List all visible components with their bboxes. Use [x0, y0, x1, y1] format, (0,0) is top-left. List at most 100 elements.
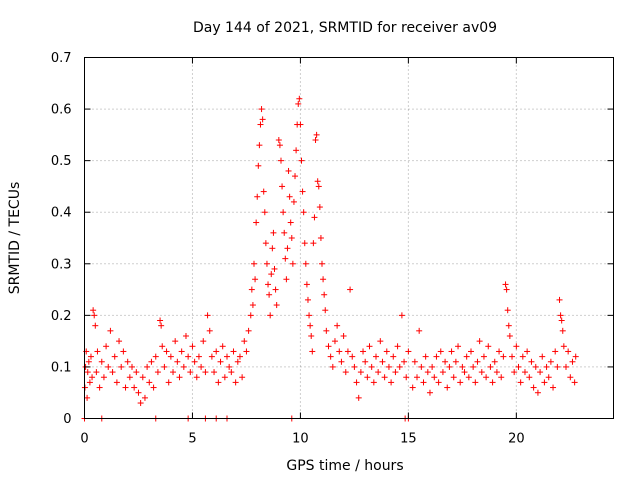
data-point: [569, 358, 576, 365]
data-point: [301, 240, 308, 247]
data-point: [131, 384, 138, 391]
data-point: [243, 348, 250, 355]
data-point: [557, 312, 564, 319]
data-point: [559, 327, 566, 334]
data-point: [312, 137, 319, 144]
data-point: [390, 353, 397, 360]
data-point: [158, 322, 165, 329]
data-point: [172, 338, 179, 345]
data-point: [258, 106, 265, 113]
data-point: [232, 379, 239, 386]
data-point: [228, 369, 235, 376]
data-point: [534, 389, 541, 396]
data-point: [111, 353, 118, 360]
data-point: [547, 358, 554, 365]
data-point: [321, 291, 328, 298]
data-point: [470, 363, 477, 370]
data-point: [461, 369, 468, 376]
data-point: [377, 338, 384, 345]
data-point: [267, 312, 274, 319]
data-point: [489, 379, 496, 386]
data-point: [180, 363, 187, 370]
data-point: [270, 229, 277, 236]
data-point: [163, 348, 170, 355]
data-point: [560, 343, 567, 350]
data-point: [530, 384, 537, 391]
data-point: [176, 374, 183, 381]
data-point: [103, 343, 110, 350]
data-point: [250, 260, 257, 267]
data-point: [556, 296, 563, 303]
data-point: [385, 363, 392, 370]
data-point: [144, 363, 151, 370]
data-point: [457, 379, 464, 386]
data-point: [206, 327, 213, 334]
data-point: [349, 353, 356, 360]
data-point: [306, 312, 313, 319]
data-point: [91, 312, 98, 319]
data-point: [509, 353, 516, 360]
x-tick-label: 10: [292, 432, 309, 447]
data-point: [308, 332, 315, 339]
data-point: [86, 379, 93, 386]
data-point: [414, 374, 421, 381]
data-point: [204, 312, 211, 319]
data-point: [87, 353, 94, 360]
data-point: [491, 358, 498, 365]
y-tick-label: 0.6: [51, 103, 72, 118]
data-point: [405, 348, 412, 355]
data-point: [316, 204, 323, 211]
data-point: [420, 379, 427, 386]
data-point: [137, 400, 144, 407]
data-point: [215, 379, 222, 386]
data-point: [504, 307, 511, 314]
data-point: [200, 338, 207, 345]
data-point: [381, 374, 388, 381]
data-point: [195, 353, 202, 360]
data-point: [362, 358, 369, 365]
data-point: [331, 338, 338, 345]
data-point: [394, 343, 401, 350]
data-point: [565, 348, 572, 355]
data-point: [442, 358, 449, 365]
data-point: [364, 374, 371, 381]
data-point: [347, 286, 354, 293]
y-tick-label: 0: [63, 412, 71, 427]
data-point: [541, 379, 548, 386]
data-point: [300, 209, 307, 216]
data-point: [528, 358, 535, 365]
chart-title: Day 144 of 2021, SRMTID for receiver av0…: [193, 20, 497, 36]
data-point: [217, 358, 224, 365]
data-point: [116, 338, 123, 345]
data-point: [290, 198, 297, 205]
data-point: [247, 312, 254, 319]
data-point: [293, 147, 300, 154]
data-point: [340, 332, 347, 339]
data-point: [444, 384, 451, 391]
data-point: [437, 348, 444, 355]
data-point: [418, 363, 425, 370]
x-tick-label: 15: [400, 432, 417, 447]
data-point: [315, 183, 322, 190]
data-point: [342, 369, 349, 376]
data-point: [435, 379, 442, 386]
data-point: [426, 389, 433, 396]
data-point: [187, 369, 194, 376]
data-point: [84, 394, 91, 401]
data-point: [532, 363, 539, 370]
data-point: [161, 363, 168, 370]
data-point: [178, 348, 185, 355]
data-point: [334, 322, 341, 329]
data-point: [167, 353, 174, 360]
data-point: [571, 379, 578, 386]
data-point: [317, 235, 324, 241]
data-point: [254, 193, 261, 200]
data-point: [133, 369, 140, 376]
data-point: [275, 137, 282, 144]
data-point: [122, 384, 129, 391]
data-point: [249, 302, 256, 309]
data-point: [295, 100, 302, 107]
data-point: [283, 276, 290, 283]
x-axis-label: GPS time / hours: [286, 458, 403, 474]
data-point: [360, 348, 367, 355]
